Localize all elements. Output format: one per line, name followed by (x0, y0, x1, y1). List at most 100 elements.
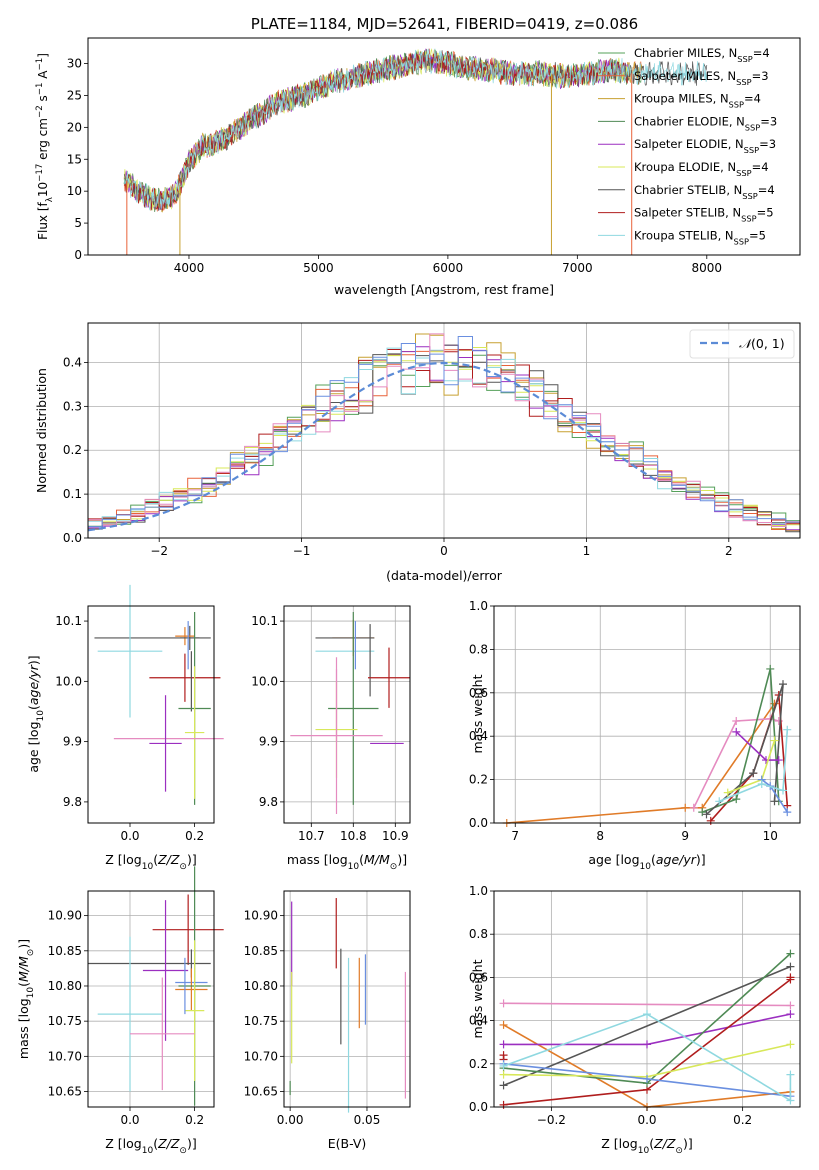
gaussian-curve (87, 361, 659, 532)
legend-label: Salpeter STELIB, NSSP=5 (634, 206, 774, 224)
y-tick-label: 0.4 (469, 729, 488, 743)
legend-label: Chabrier ELODIE, NSSP=3 (634, 114, 777, 132)
weight-marker (723, 788, 732, 797)
y-tick-label: 10.1 (251, 614, 278, 628)
axes-age_weight: 7 8 9 10 0.0 0.2 0.4 0.6 0.8 1.0 (469, 599, 801, 843)
y-tick-label: 10.70 (244, 1049, 278, 1063)
weight-marker (770, 797, 779, 806)
legend: Chabrier MILES, NSSP=4 Salpeter MILES, NS… (598, 46, 777, 246)
weight-marker (786, 1040, 795, 1049)
weight-marker (749, 769, 758, 778)
x-tick-label: −0.2 (537, 1113, 566, 1127)
x-tick-label: 0.0 (637, 1113, 656, 1127)
axes-z_mass: 0.0 0.2 10.65 10.70 10.75 10.80 10.85 10.90 (48, 866, 224, 1127)
x-tick-label: 4000 (174, 261, 205, 275)
weight-marker (786, 1010, 795, 1019)
legend-label: 𝒩(0, 1) (739, 336, 785, 351)
weight-marker (499, 1051, 508, 1060)
y-tick-label: 10.1 (55, 614, 82, 628)
axes-frame (87, 37, 801, 256)
y-tick-label: 10.90 (244, 909, 278, 923)
error-bars (94, 584, 224, 805)
y-tick-label: 0.8 (469, 642, 488, 656)
weight-marker (681, 803, 690, 812)
z-age-ylabel: age [log10(age/yr)] (26, 655, 46, 772)
x-tick-label: 0 (440, 544, 448, 558)
age-weight-ylabel: mass weight (470, 674, 485, 753)
y-tick-label: 1.0 (469, 884, 488, 898)
x-tick-label: 0.0 (120, 829, 139, 843)
axes-spectrum: 4000 5000 6000 7000 8000 0 5 10 15 20 25 30 Chabrier… (67, 37, 801, 275)
weight-marker (786, 949, 795, 958)
y-tick-label: 9.9 (63, 735, 82, 749)
weight-marker (643, 1074, 651, 1083)
y-tick-label: 0.8 (469, 927, 488, 941)
error-bars (289, 898, 406, 1113)
y-tick-label: 10.85 (48, 944, 82, 958)
z-mass-ylabel: mass [log10(M/M⊙)] (16, 939, 36, 1059)
x-tick-label: 0.0 (120, 1113, 139, 1127)
axes-z_age: 0.0 0.2 9.8 9.9 10.0 10.1 (55, 584, 224, 843)
weight-marker (732, 795, 741, 804)
y-tick-label: 0.6 (469, 970, 488, 984)
x-tick-label: 10.7 (298, 829, 325, 843)
x-tick-label: −2 (150, 544, 168, 558)
weight-marker (770, 736, 779, 745)
x-tick-label: 6000 (433, 261, 464, 275)
x-tick-label: 7 (511, 829, 519, 843)
y-tick-label: 0.6 (469, 686, 488, 700)
error-bars (88, 866, 224, 1106)
axes-mass_age: 10.7 10.8 10.9 9.8 9.9 10.0 10.1 (251, 605, 411, 843)
axes-z_weight: −0.2 0.0 0.2 0.0 0.2 0.4 0.6 0.8 1.0 (469, 884, 801, 1127)
legend-label: Salpeter MILES, NSSP=3 (634, 69, 769, 87)
y-tick-label: 0.4 (469, 1014, 488, 1028)
weight-marker (499, 1061, 508, 1070)
axes-frame (283, 605, 411, 824)
legend-label: Chabrier STELIB, NSSP=4 (634, 183, 775, 201)
weight-lines (499, 949, 795, 1111)
axes-frame (283, 890, 411, 1108)
weight-marker (732, 727, 741, 736)
weight-marker (786, 973, 795, 982)
weight-line (503, 965, 791, 1087)
z-age-xlabel: Z [log10(Z/Z⊙)] (105, 852, 196, 872)
legend: 𝒩(0, 1) (689, 329, 795, 359)
weight-lines (502, 664, 792, 827)
weight-marker (499, 999, 508, 1008)
weight-marker (786, 1001, 795, 1010)
legend-label: Kroupa MILES, NSSP=4 (634, 92, 761, 110)
legend-label: Kroupa STELIB, NSSP=5 (634, 228, 766, 246)
weight-line (702, 668, 780, 813)
y-tick-label: 15 (67, 152, 82, 166)
z-weight-xlabel: Z [log10(Z/Z⊙)] (601, 1136, 692, 1156)
spectrum-series-line (123, 48, 630, 211)
weight-line (693, 717, 780, 809)
residuals-xlabel: (data-model)/error (386, 568, 503, 583)
y-tick-label: 10.75 (48, 1014, 82, 1028)
plot-area-age_weight (502, 664, 792, 827)
y-tick-label: 30 (67, 57, 82, 71)
weight-line (718, 729, 789, 803)
x-tick-label: 0.2 (185, 829, 204, 843)
weight-marker (783, 808, 792, 817)
y-tick-label: 10.80 (48, 979, 82, 993)
weight-marker (499, 1100, 508, 1109)
y-tick-label: 10.85 (244, 944, 278, 958)
y-tick-label: 5 (74, 216, 82, 230)
y-tick-label: 10.0 (55, 674, 82, 688)
x-tick-label: 0.05 (354, 1113, 381, 1127)
y-tick-label: 0 (74, 248, 82, 262)
weight-marker (702, 810, 711, 819)
legend-label: Chabrier MILES, NSSP=4 (634, 46, 770, 64)
y-tick-label: 25 (67, 88, 82, 102)
plot-area-z_weight (499, 949, 795, 1111)
plot-area-z_age (94, 584, 224, 805)
weight-marker (499, 1070, 508, 1079)
x-tick-label: 0.2 (733, 1113, 752, 1127)
x-tick-label: 10 (763, 829, 778, 843)
y-tick-label: 10 (67, 184, 82, 198)
residuals-ylabel: Normed distribution (34, 368, 49, 493)
weight-marker (786, 1096, 795, 1105)
weight-marker (499, 1081, 508, 1090)
